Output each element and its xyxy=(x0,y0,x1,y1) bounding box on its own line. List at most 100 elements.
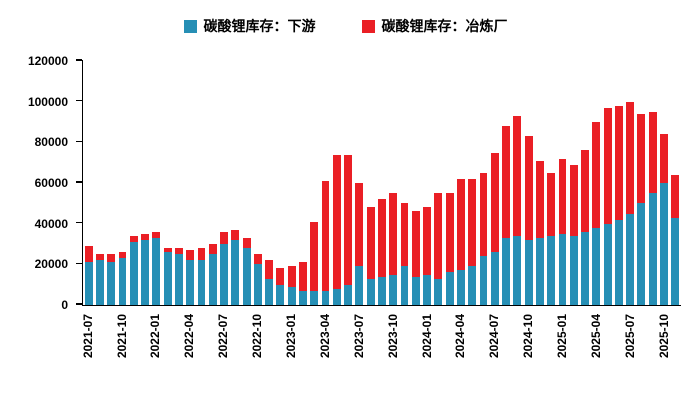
x-tick-cell xyxy=(398,308,409,400)
bar-2024-02 xyxy=(433,60,444,305)
bar-segment-downstream xyxy=(502,237,510,305)
bar-2023-01 xyxy=(286,60,297,305)
legend-label-downstream: 碳酸锂库存：下游 xyxy=(203,18,316,34)
bar-segment-downstream xyxy=(332,288,341,305)
bar-2024-04 xyxy=(455,60,466,305)
bar-segment-downstream xyxy=(197,260,206,305)
x-tick-label: 2025-07 xyxy=(622,314,637,359)
bar-segment-smelter xyxy=(208,244,217,255)
bar-segment-downstream xyxy=(344,284,353,305)
bar-2024-12 xyxy=(546,60,557,305)
bar-segment-smelter xyxy=(287,266,296,287)
x-tick-cell xyxy=(669,308,680,400)
x-tick-cell xyxy=(568,308,579,400)
bar-segment-smelter xyxy=(671,174,680,218)
legend-swatch-smelter-icon xyxy=(361,19,375,33)
legend-item-downstream: 碳酸锂库存：下游 xyxy=(183,16,316,36)
bar-2025-04 xyxy=(591,60,602,305)
bar-segment-downstream xyxy=(581,231,589,305)
bars-container xyxy=(82,60,681,306)
bar-segment-smelter xyxy=(242,237,251,249)
x-axis-labels: 2021-07 2021-10 2022-01 2022-04 2022-07 2022-… xyxy=(80,308,681,400)
bar-segment-smelter xyxy=(231,229,240,240)
x-tick-cell: 2025-10 xyxy=(656,308,671,400)
x-tick-cell: 2023-04 xyxy=(318,308,332,400)
bar-segment-downstream xyxy=(107,262,116,305)
bar-segment-downstream xyxy=(648,193,657,305)
x-tick-label: 2025-04 xyxy=(589,314,604,359)
bar-2024-05 xyxy=(467,60,478,305)
bar-segment-downstream xyxy=(141,239,149,305)
x-tick-cell: 2023-01 xyxy=(284,308,298,400)
bar-2023-02 xyxy=(297,60,308,305)
x-tick-label: 2025-10 xyxy=(656,314,671,359)
bar-2024-03 xyxy=(444,60,455,305)
bar-2025-10 xyxy=(658,60,669,305)
bar-segment-smelter xyxy=(95,254,104,261)
bar-segment-smelter xyxy=(479,172,488,257)
x-tick-cell: 2021-07 xyxy=(80,308,95,400)
bar-segment-smelter xyxy=(558,158,567,234)
x-tick-label: 2021-07 xyxy=(80,314,95,359)
bar-2024-08 xyxy=(500,60,511,305)
x-tick-cell: 2023-07 xyxy=(352,308,366,400)
x-tick-label: 2022-04 xyxy=(182,314,197,359)
bar-segment-smelter xyxy=(660,134,668,183)
bar-2021-09 xyxy=(106,60,117,305)
y-tick-label: 120000 xyxy=(27,54,68,68)
bar-segment-smelter xyxy=(445,193,454,273)
bar-segment-smelter xyxy=(389,193,398,275)
bar-segment-downstream xyxy=(558,233,567,305)
bar-segment-smelter xyxy=(535,160,544,238)
bar-2022-05 xyxy=(196,60,207,305)
y-tick-mark xyxy=(76,262,82,265)
x-tick-label: 2022-01 xyxy=(148,314,163,359)
bar-segment-smelter xyxy=(299,262,307,291)
bar-2022-11 xyxy=(264,60,275,305)
bar-segment-downstream xyxy=(535,237,544,305)
bar-segment-downstream xyxy=(84,262,93,305)
legend-label-smelter: 碳酸锂库存：冶炼厂 xyxy=(381,18,508,34)
bar-segment-smelter xyxy=(84,246,93,263)
bar-2021-08 xyxy=(94,60,105,305)
x-tick-label: 2024-04 xyxy=(453,314,468,359)
bar-segment-downstream xyxy=(637,203,646,305)
bar-segment-smelter xyxy=(141,233,149,240)
bar-segment-smelter xyxy=(456,178,465,271)
x-tick-cell xyxy=(195,308,206,400)
bar-segment-downstream xyxy=(660,183,668,305)
x-tick-cell xyxy=(636,308,647,400)
x-tick-cell xyxy=(229,308,240,400)
bar-2021-11 xyxy=(128,60,139,305)
bar-2023-05 xyxy=(331,60,342,305)
bar-2023-11 xyxy=(399,60,410,305)
bar-segment-smelter xyxy=(220,231,228,244)
x-tick-cell: 2025-01 xyxy=(555,308,570,400)
x-tick-cell xyxy=(466,308,477,400)
bar-segment-smelter xyxy=(174,248,183,255)
bar-2024-11 xyxy=(534,60,545,305)
bar-segment-downstream xyxy=(95,260,104,305)
bar-segment-downstream xyxy=(174,254,183,305)
bar-2023-07 xyxy=(354,60,365,305)
x-tick-cell: 2021-10 xyxy=(115,308,129,400)
bar-segment-downstream xyxy=(220,244,228,305)
bar-segment-downstream xyxy=(423,274,432,305)
x-tick-cell: 2024-10 xyxy=(521,308,535,400)
bar-2022-03 xyxy=(173,60,184,305)
x-tick-label: 2025-01 xyxy=(555,314,570,359)
bar-segment-smelter xyxy=(434,193,443,279)
bar-segment-smelter xyxy=(118,252,127,259)
bar-segment-downstream xyxy=(152,237,161,305)
bar-2022-12 xyxy=(275,60,286,305)
y-tick-label: 100000 xyxy=(27,94,68,109)
bar-segment-smelter xyxy=(152,231,161,238)
bar-2021-07 xyxy=(83,60,94,305)
bar-2025-01 xyxy=(557,60,568,305)
bar-segment-downstream xyxy=(242,248,251,305)
bar-2024-07 xyxy=(489,60,500,305)
bar-2022-07 xyxy=(218,60,229,305)
x-tick-cell xyxy=(263,308,274,400)
bar-segment-smelter xyxy=(344,154,353,285)
bar-segment-downstream xyxy=(547,235,556,305)
